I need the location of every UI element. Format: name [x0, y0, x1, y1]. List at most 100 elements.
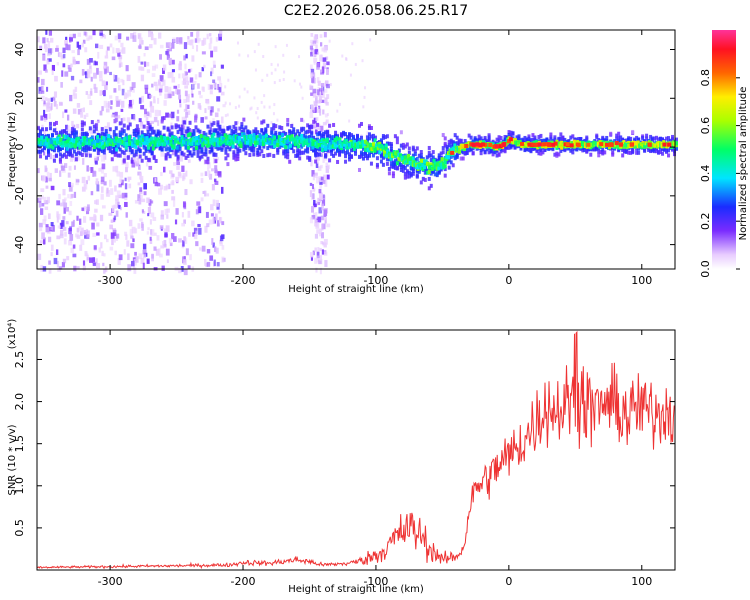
spectrogram-peak-cell: [553, 141, 558, 146]
spectrogram-noise-cell: [122, 117, 126, 122]
spectrogram-ridge-cell: [161, 138, 165, 143]
spectrogram-band-cell: [186, 148, 190, 153]
spectrogram-band-cell: [100, 131, 104, 136]
spectrogram-band-cell: [176, 130, 180, 135]
spectrogram-band-cell: [234, 157, 238, 162]
spectrogram-noise-cell: [82, 107, 85, 113]
spectrogram-noise-cell: [95, 258, 98, 265]
spectrogram-ridge-cell: [365, 145, 369, 150]
spectrogram-noise-cell: [113, 229, 117, 237]
spectrogram-band-cell: [531, 145, 535, 150]
spectrogram-ridge-cell: [403, 160, 407, 165]
spectrogram-noise-cell: [354, 62, 357, 66]
spectrogram-noise-cell: [324, 260, 328, 268]
spectrogram-band-cell: [389, 164, 393, 169]
spectrogram-band-cell: [58, 130, 62, 135]
spectrogram-noise-cell: [186, 104, 190, 110]
spectrogram-ridge-cell: [330, 139, 334, 144]
spectrogram-noise-cell: [68, 129, 72, 135]
spectrogram-band-cell: [182, 120, 186, 125]
spectrogram-noise-cell: [321, 66, 325, 74]
spectrogram-band-cell: [340, 149, 344, 154]
spectrogram-noise-cell: [217, 83, 220, 91]
spectrogram-ridge-cell: [435, 162, 439, 167]
spectrogram-noise-cell: [108, 212, 113, 216]
spectrogram-noise-cell: [50, 252, 53, 257]
spectrogram-noise-cell: [89, 257, 94, 263]
spectrogram-ridge-cell: [413, 162, 417, 167]
spectrogram-ridge-cell: [311, 138, 315, 143]
spectrogram-band-cell: [204, 152, 208, 157]
spectrogram-ridge-cell: [352, 140, 356, 145]
spectrogram-band-cell: [357, 123, 361, 128]
spectrogram-noise-cell: [96, 263, 101, 270]
spectrogram-ridge-cell: [281, 133, 285, 138]
spectrogram-noise-cell: [125, 162, 129, 169]
spectrogram-band-cell: [108, 145, 112, 150]
spectrogram-noise-cell: [143, 52, 146, 57]
spectrogram-band-cell: [393, 134, 397, 139]
spectrogram-noise-cell: [310, 256, 314, 261]
spectrogram-noise-cell: [220, 64, 224, 69]
spectrogram-band-cell: [218, 124, 222, 129]
spectrogram-band-cell: [531, 137, 535, 142]
spectrogram-band-cell: [210, 148, 214, 153]
spectrogram-ridge-cell: [252, 138, 256, 143]
spectrogram-noise-cell: [117, 33, 122, 39]
spectrogram-noise-cell: [206, 261, 211, 267]
spectrogram-band-cell: [371, 133, 375, 138]
spectrogram-noise-cell: [75, 233, 79, 238]
spectrogram-noise-cell: [57, 225, 61, 229]
spectrogram-band-cell: [539, 133, 543, 138]
spectrogram-band-cell: [517, 136, 521, 141]
spectrogram-band-cell: [555, 153, 559, 158]
spectrogram-noise-cell: [68, 67, 72, 72]
spectrogram-ridge-cell: [260, 141, 264, 146]
spectrogram-peak-cell: [662, 142, 667, 147]
spectrogram-band-cell: [332, 122, 336, 127]
spectrogram-noise-cell: [96, 156, 99, 161]
spectrogram-noise-cell: [181, 212, 184, 218]
spectrogram-ridge-cell: [295, 140, 299, 145]
spectrogram-ridge-cell: [356, 141, 359, 146]
spectrogram-noise-cell: [114, 111, 118, 118]
spectrogram-noise-cell: [309, 217, 314, 224]
spectrogram-noise-cell: [143, 183, 147, 190]
spectrogram-noise-cell: [62, 258, 67, 264]
spectrogram-band-cell: [130, 149, 134, 154]
spectrogram-noise-cell: [124, 152, 128, 159]
spectrogram-noise-cell: [83, 114, 87, 120]
spectrogram-noise-cell: [50, 226, 53, 231]
spectrogram-noise-cell: [37, 168, 40, 174]
spectrogram-band-cell: [314, 147, 318, 152]
spectrogram-band-cell: [619, 135, 623, 140]
spectrogram-ridge-cell: [371, 145, 375, 150]
spectrogram-band-cell: [190, 153, 194, 158]
spectrogram-noise-cell: [109, 179, 112, 187]
spectrogram-noise-cell: [246, 90, 249, 94]
spectrogram-ridge-cell: [284, 139, 288, 144]
spectrogram-band-cell: [403, 175, 407, 180]
spectrogram-noise-cell: [220, 83, 223, 88]
spectrogram-noise-cell: [181, 73, 185, 79]
spectrogram-noise-cell: [209, 110, 213, 116]
spectrogram-noise-cell: [42, 175, 46, 182]
spectrogram-band-cell: [322, 134, 326, 139]
spectrogram-band-cell: [617, 131, 621, 136]
spectrogram-noise-cell: [179, 61, 182, 66]
spectrogram-band-cell: [306, 155, 310, 160]
spectrogram-band-cell: [266, 153, 270, 158]
spectrogram-noise-cell: [68, 165, 72, 171]
spectrogram-noise-cell: [59, 52, 63, 58]
spectrogram-noise-cell: [178, 94, 182, 100]
spectrogram-band-cell: [284, 150, 288, 155]
spectrogram-noise-cell: [326, 70, 329, 75]
spectrogram-ridge-cell: [290, 134, 294, 139]
spectrogram-band-cell: [350, 133, 354, 138]
spectrogram-ridge-cell: [196, 141, 200, 146]
spectrogram-xtick-label: -200: [231, 274, 256, 287]
spectrogram-noise-cell: [310, 52, 313, 57]
spectrogram-noise-cell: [221, 234, 225, 240]
spectrogram-band-cell: [611, 152, 615, 157]
spectrogram-peak-cell: [551, 142, 556, 147]
